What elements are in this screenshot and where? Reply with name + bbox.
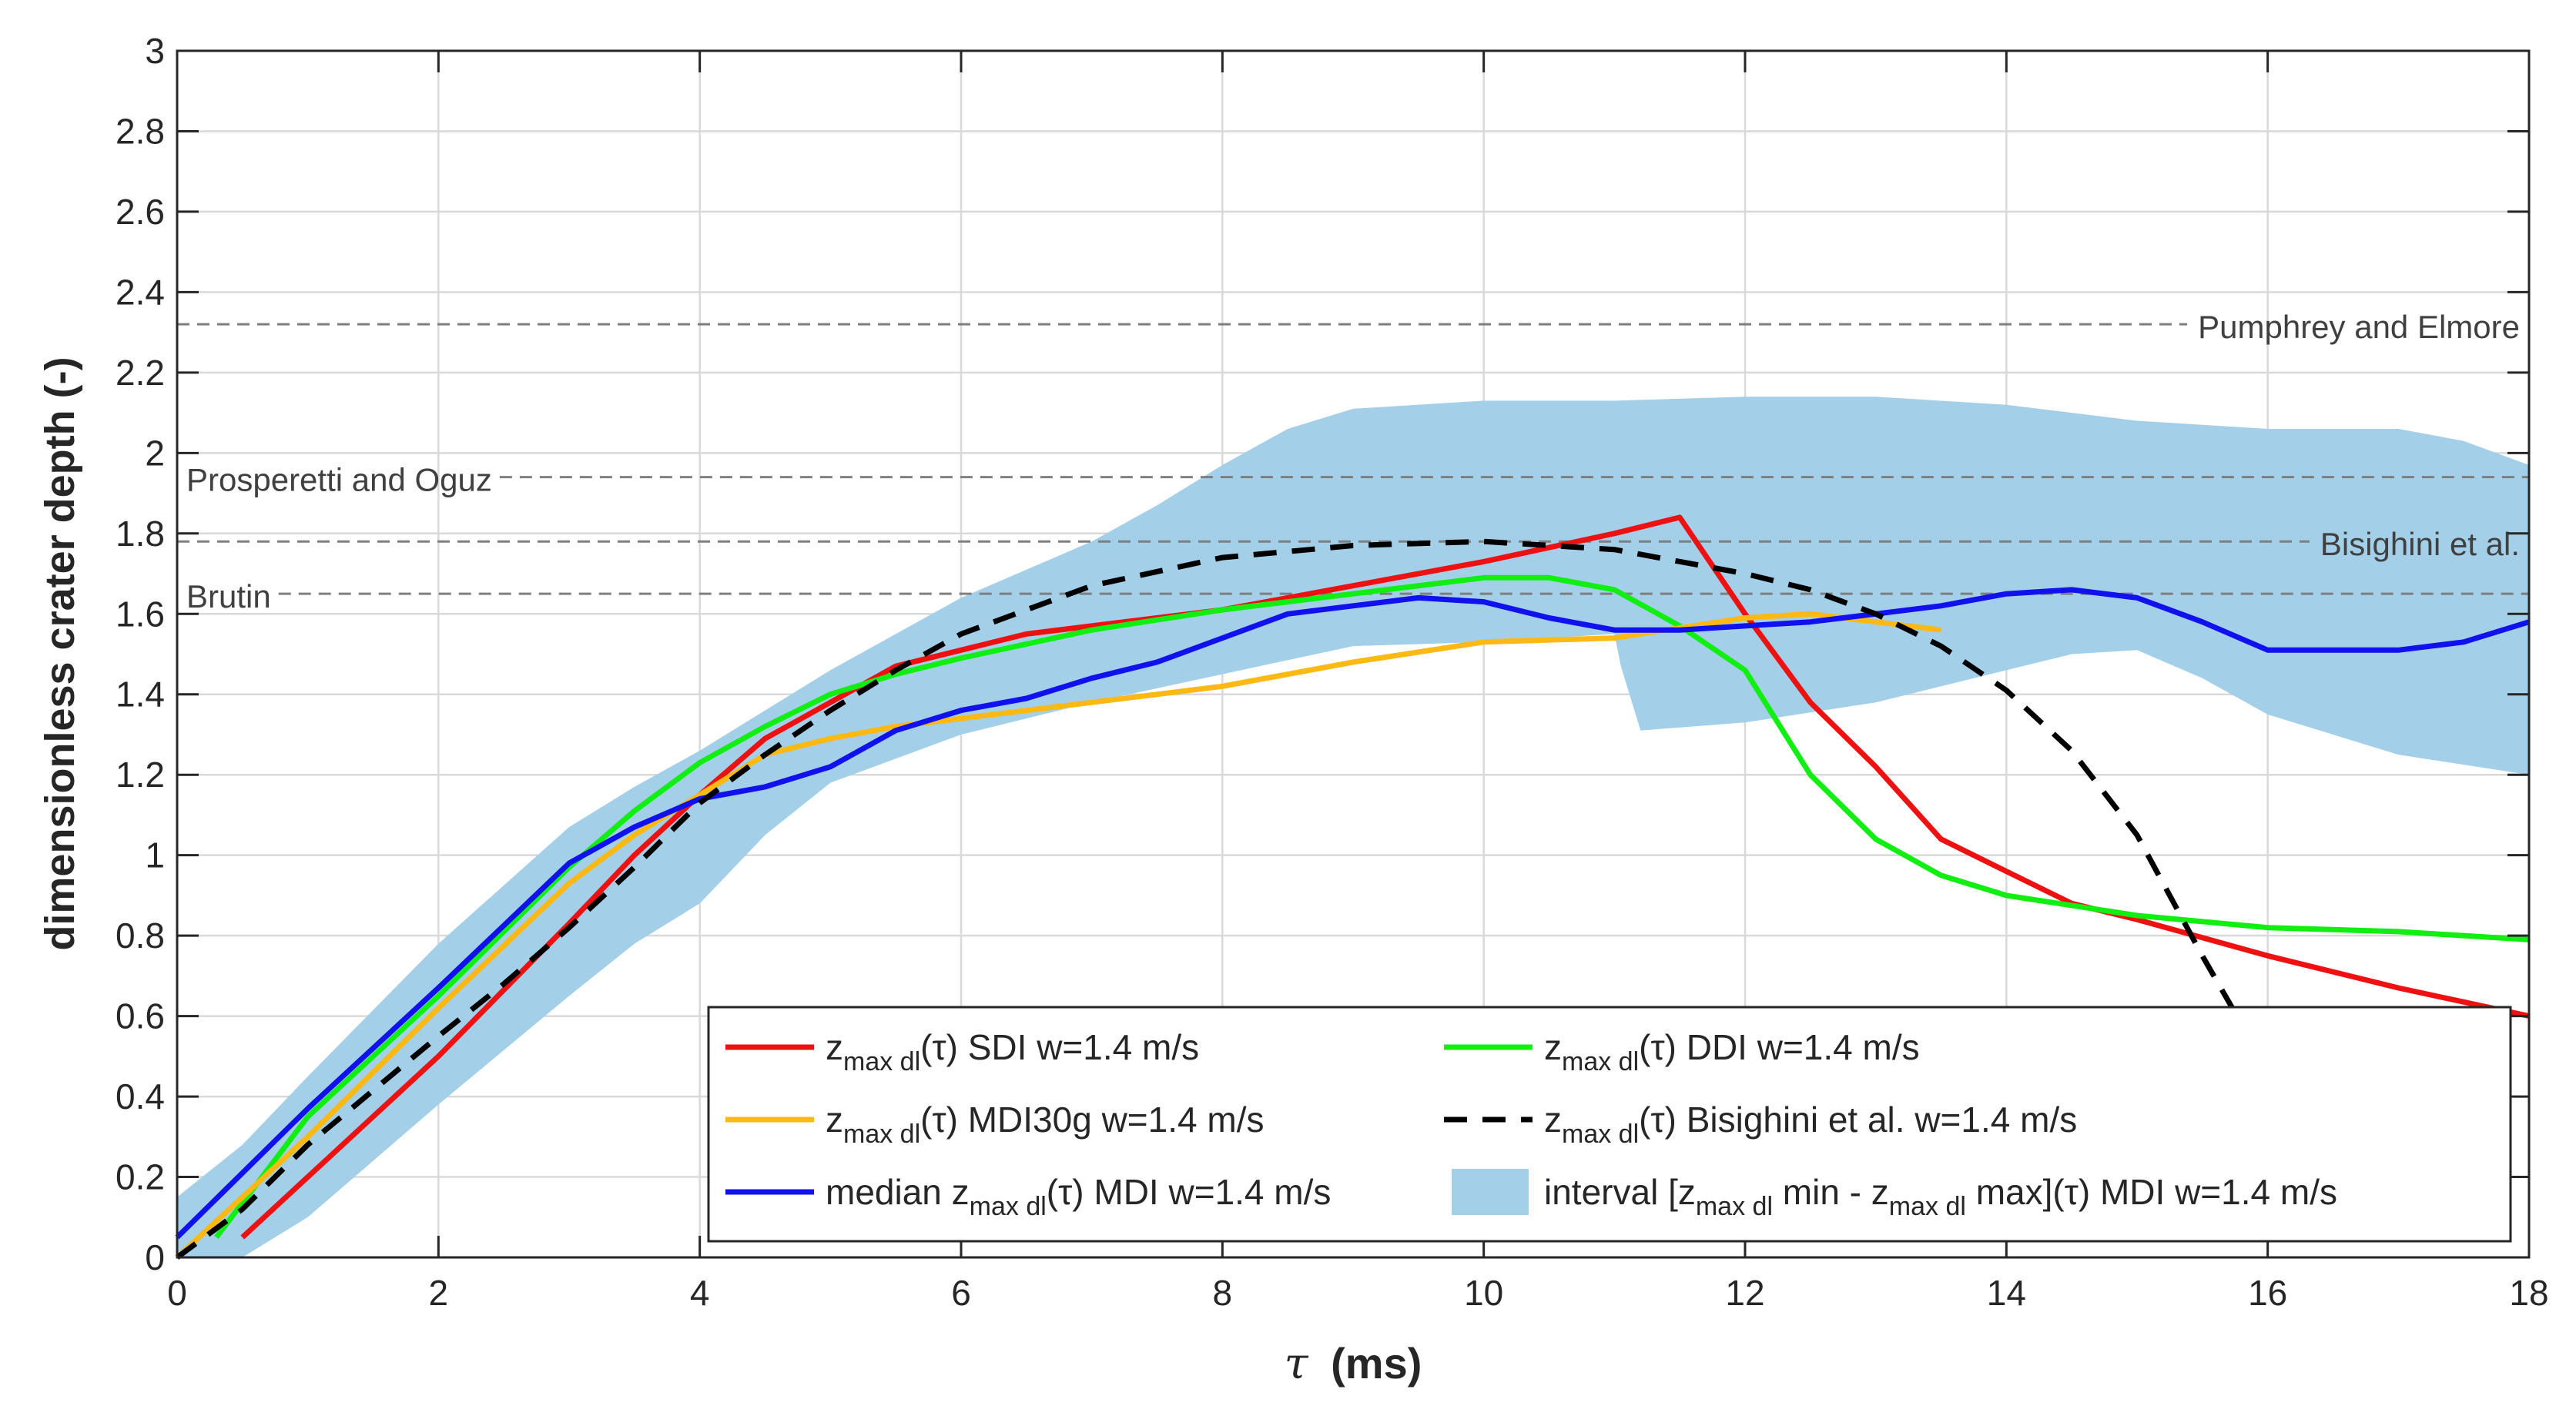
x-axis-label: τ (ms) — [1285, 1339, 1422, 1389]
y-axis-label: dimensionless crater depth (-) — [37, 357, 83, 950]
reference-lines-layer: Pumphrey and Elmore Prosperetti and Oguz B… — [177, 309, 2529, 614]
legend-label-tail: max](τ) MDI w=1.4 m/s — [1966, 1172, 2337, 1212]
legend-item: zmax dl(τ) Bisighini et al. w=1.4 m/s — [1444, 1100, 2077, 1149]
y-tick-label: 2.6 — [116, 192, 165, 232]
legend-label-tail: (τ) SDI w=1.4 m/s — [920, 1027, 1199, 1067]
legend-label-tail: (τ) MDI w=1.4 m/s — [1047, 1172, 1332, 1212]
legend-label-subscript: max dl — [1562, 1047, 1639, 1076]
y-tick-label: 0.4 — [116, 1076, 165, 1116]
legend-label-subscript: max dl — [1696, 1192, 1773, 1221]
legend-item: interval [zmax dl min - zmax dl max](τ) … — [1452, 1169, 2337, 1221]
y-tick-label: 2.2 — [116, 353, 165, 393]
x-axis-label-unit: (ms) — [1331, 1339, 1422, 1388]
reference-line-label: Pumphrey and Elmore — [2198, 309, 2520, 345]
legend-box — [707, 1006, 2512, 1243]
legend-label: interval [zmax dl min - zmax dl max](τ) … — [1544, 1172, 2337, 1221]
legend-swatch-patch — [1452, 1169, 1529, 1215]
legend-label-main: z — [1544, 1100, 1562, 1140]
y-tick-label: 0.8 — [116, 916, 165, 956]
y-tick-label: 0 — [145, 1237, 165, 1277]
legend-label: zmax dl(τ) SDI w=1.4 m/s — [826, 1027, 1199, 1076]
y-tick-label: 1 — [145, 835, 165, 875]
legend-item: median zmax dl(τ) MDI w=1.4 m/s — [725, 1172, 1331, 1221]
x-tick-label: 6 — [951, 1273, 971, 1313]
legend-item: zmax dl(τ) DDI w=1.4 m/s — [1444, 1027, 1920, 1076]
legend-label-main: z — [826, 1100, 843, 1140]
series-line-bisighini — [175, 538, 2244, 1260]
legend-label: median zmax dl(τ) MDI w=1.4 m/s — [826, 1172, 1331, 1221]
x-tick-label: 10 — [1464, 1273, 1503, 1313]
legend-label-subscript: max dl — [970, 1192, 1047, 1221]
legend-label-mid: min - z — [1773, 1172, 1889, 1212]
legend-label-main: z — [826, 1027, 843, 1067]
legend-label-main: z — [1544, 1027, 1562, 1067]
interval-band-layer — [177, 397, 2529, 1258]
legend: zmax dl(τ) SDI w=1.4 m/s zmax dl(τ) DDI w… — [707, 1006, 2512, 1243]
legend-label-subscript: max dl — [843, 1120, 920, 1149]
legend-label-tail: (τ) DDI w=1.4 m/s — [1639, 1027, 1920, 1067]
y-tick-label: 0.2 — [116, 1157, 165, 1197]
x-tick-label: 18 — [2509, 1273, 2548, 1313]
legend-label-tail: (τ) MDI30g w=1.4 m/s — [920, 1100, 1264, 1140]
legend-label: zmax dl(τ) Bisighini et al. w=1.4 m/s — [1544, 1100, 2077, 1149]
x-axis-label-symbol: τ — [1285, 1339, 1309, 1389]
interval-band — [177, 397, 2529, 1258]
legend-label-main: interval [z — [1544, 1172, 1696, 1212]
plot-frame — [176, 49, 2531, 1259]
y-tick-label: 0.6 — [116, 996, 165, 1036]
y-tick-label: 1.8 — [116, 514, 165, 554]
legend-item: zmax dl(τ) SDI w=1.4 m/s — [725, 1027, 1199, 1076]
x-tick-label: 16 — [2248, 1273, 2287, 1313]
x-tick-label: 4 — [690, 1273, 710, 1313]
y-tick-label: 1.6 — [116, 594, 165, 634]
y-tick-label: 2.4 — [116, 272, 165, 312]
legend-label: zmax dl(τ) DDI w=1.4 m/s — [1544, 1027, 1920, 1076]
x-tick-label: 0 — [167, 1273, 187, 1313]
legend-label-main: median z — [826, 1172, 970, 1212]
x-tick-label: 14 — [1987, 1273, 2026, 1313]
legend-label-tail: (τ) Bisighini et al. w=1.4 m/s — [1639, 1100, 2077, 1140]
y-tick-label: 1.2 — [116, 755, 165, 795]
y-tick-label: 1.4 — [116, 675, 165, 715]
legend-label-subscript: max dl — [1562, 1120, 1639, 1149]
legend-label: zmax dl(τ) MDI30g w=1.4 m/s — [826, 1100, 1264, 1149]
reference-line-label: Prosperetti and Oguz — [186, 462, 492, 498]
axis-ticks: 0 2 4 6 8 10 12 14 16 18 0 0.2 0.4 0.6 0.8 1 1.2 1.4 1.6 1.… — [116, 31, 2549, 1313]
y-tick-label: 2.8 — [116, 111, 165, 151]
x-tick-label: 2 — [429, 1273, 449, 1313]
legend-label-subscript: max dl — [843, 1047, 920, 1076]
y-tick-label: 3 — [145, 31, 165, 71]
series-line-sdi — [240, 514, 2530, 1240]
x-tick-label: 12 — [1725, 1273, 1764, 1313]
series-line-median — [175, 587, 2531, 1240]
legend-label-subscript: max dl — [1889, 1192, 1966, 1221]
series-line-mdi30g — [175, 611, 1941, 1260]
reference-line-label: Bisighini et al. — [2320, 526, 2520, 562]
series-line-ddi — [214, 574, 2530, 1240]
x-tick-label: 8 — [1213, 1273, 1233, 1313]
legend-item: zmax dl(τ) MDI30g w=1.4 m/s — [725, 1100, 1264, 1149]
reference-line-label: Brutin — [186, 578, 271, 614]
series-layer — [175, 514, 2531, 1260]
y-tick-label: 2 — [145, 433, 165, 473]
